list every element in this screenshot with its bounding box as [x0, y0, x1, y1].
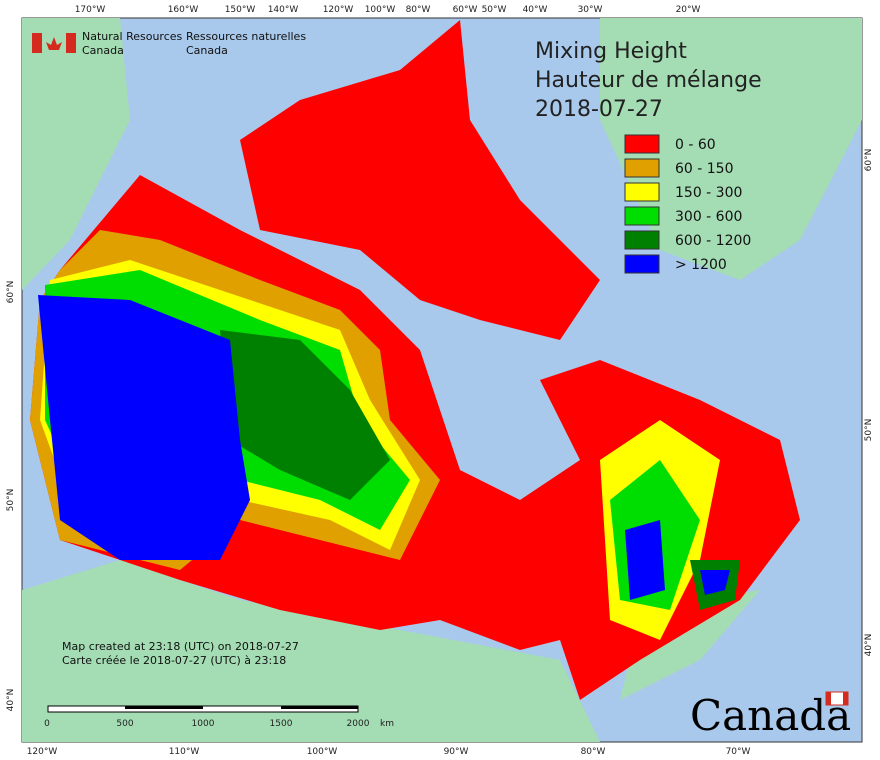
legend-label: 60 - 150 — [675, 161, 734, 177]
title: Mixing Height — [535, 39, 687, 64]
graticule-label: 80°W — [406, 5, 431, 15]
scale-unit: km — [380, 719, 394, 729]
flag-logo — [32, 33, 76, 53]
graticule-label: 120°W — [27, 747, 58, 757]
note: Carte créée le 2018-07-27 (UTC) à 23:18 — [62, 654, 286, 667]
legend-swatch — [624, 230, 660, 250]
graticule-label: 170°W — [75, 5, 106, 15]
legend-label: 600 - 1200 — [675, 233, 751, 249]
legend-label: 0 - 60 — [675, 137, 716, 153]
wordmark-flag — [825, 691, 849, 706]
graticule-label: 60°N — [6, 281, 16, 304]
graticule-label: 60°W — [453, 5, 478, 15]
graticule-label: 90°W — [444, 747, 469, 757]
graticule-label: 50°W — [482, 5, 507, 15]
graticule-label: 30°W — [578, 5, 603, 15]
graticule-label: 50°N — [864, 419, 874, 442]
legend-swatch — [624, 158, 660, 178]
agency: Ressources naturelles — [186, 30, 306, 43]
graticule-label: 140°W — [268, 5, 299, 15]
graticule-label: 120°W — [323, 5, 354, 15]
scale-label: 1500 — [270, 719, 293, 729]
agency: Natural Resources — [82, 30, 183, 43]
graticule-label: 100°W — [365, 5, 396, 15]
scale-bar — [47, 705, 359, 713]
canada-zones — [30, 20, 800, 700]
title: Hauteur de mélange — [535, 68, 762, 93]
graticule-label: 50°N — [6, 489, 16, 512]
graticule-label: 40°N — [6, 689, 16, 712]
scale-label: 1000 — [192, 719, 215, 729]
note: Map created at 23:18 (UTC) on 2018-07-27 — [62, 640, 299, 653]
graticule-label: 150°W — [225, 5, 256, 15]
graticule-label: 110°W — [169, 747, 200, 757]
legend-label: > 1200 — [675, 257, 727, 273]
graticule-label: 70°W — [726, 747, 751, 757]
scale-label: 2000 — [347, 719, 370, 729]
agency: Canada — [186, 44, 228, 57]
graticule-label: 160°W — [168, 5, 199, 15]
scale-label: 500 — [116, 719, 133, 729]
legend-swatch — [624, 254, 660, 274]
legend-label: 300 - 600 — [675, 209, 742, 225]
graticule-label: 40°W — [523, 5, 548, 15]
graticule-label: 20°W — [676, 5, 701, 15]
legend-swatch — [624, 182, 660, 202]
graticule-label: 80°W — [581, 747, 606, 757]
legend-swatch — [624, 134, 660, 154]
graticule-label: 60°N — [864, 149, 874, 172]
graticule-label: 100°W — [307, 747, 338, 757]
foreign-land — [22, 18, 862, 742]
wordmark: Canada — [690, 691, 851, 740]
agency: Canada — [82, 44, 124, 57]
scale-label: 0 — [44, 719, 50, 729]
title: 2018-07-27 — [535, 97, 663, 122]
graticule-label: 40°N — [864, 634, 874, 657]
legend-swatch — [624, 206, 660, 226]
legend-label: 150 - 300 — [675, 185, 742, 201]
